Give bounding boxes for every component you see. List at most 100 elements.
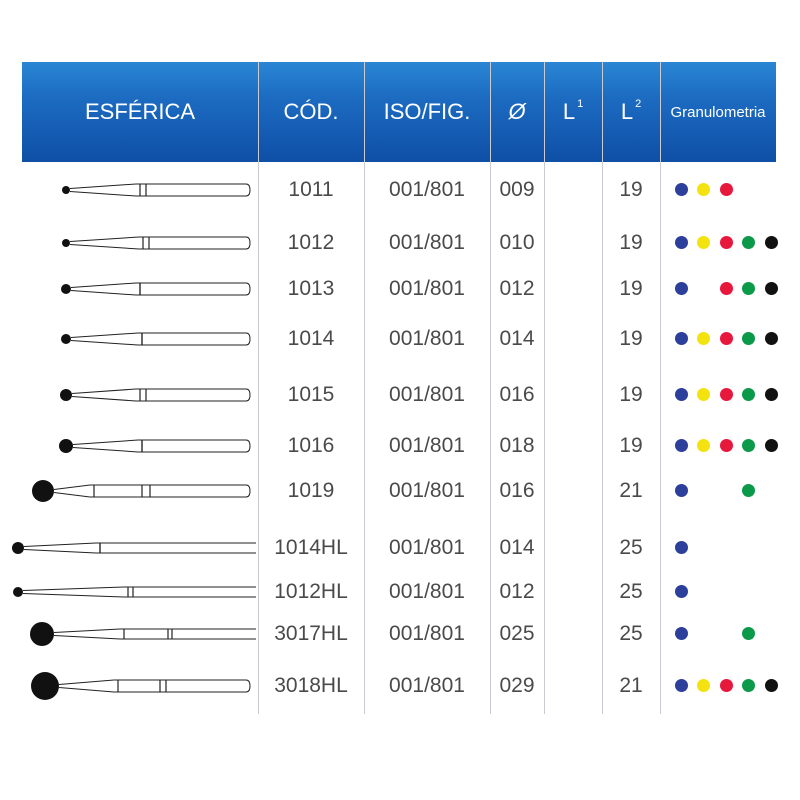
grain-dot-green	[742, 388, 755, 401]
bur-illustration	[62, 236, 251, 250]
cell-iso: 001/801	[389, 536, 465, 559]
table-row: 1019 001/801 016 21	[0, 471, 800, 511]
bur-illustration	[62, 183, 251, 197]
bur-illustration	[59, 439, 251, 453]
grain-dot-red	[720, 388, 733, 401]
bur-illustration	[60, 388, 251, 402]
table-row: 3017HL 001/801 025 25	[0, 614, 800, 654]
cell-iso: 001/801	[389, 479, 465, 502]
bur-neck	[69, 236, 140, 250]
bur-neck	[69, 183, 137, 197]
bur-neck	[53, 484, 91, 498]
cell-diameter: 025	[499, 622, 535, 645]
table-row: 1012 001/801 010 19	[0, 223, 800, 263]
grain-dot-blue	[675, 183, 688, 196]
bur-head	[61, 334, 71, 344]
cell-diameter: 014	[499, 536, 535, 559]
bur-head	[60, 389, 72, 401]
grain-dots	[660, 528, 780, 568]
bur-neck	[70, 282, 137, 296]
bur-shank	[136, 183, 251, 197]
grain-dot-red	[720, 439, 733, 452]
bur-neck	[70, 332, 139, 346]
grain-dots	[660, 375, 780, 415]
grain-dot-green	[742, 484, 755, 497]
table-row: 1014 001/801 014 19	[0, 319, 800, 359]
cell-l2: 21	[619, 479, 643, 502]
bur-illustration	[30, 622, 256, 646]
grain-dot-green	[742, 332, 755, 345]
header-grain: Granulometria	[670, 103, 766, 121]
grain-dot-yellow	[697, 183, 710, 196]
grain-dot-red	[720, 679, 733, 692]
cell-iso: 001/801	[389, 383, 465, 406]
cell-diameter: 012	[499, 580, 535, 603]
cell-code: 1012HL	[274, 580, 348, 603]
column-divider	[602, 62, 603, 714]
grain-dot-red	[720, 332, 733, 345]
table-header	[22, 62, 776, 162]
column-divider	[544, 62, 545, 714]
grain-dot-blue	[675, 585, 688, 598]
bur-shank	[124, 586, 256, 598]
cell-l2: 19	[619, 327, 643, 350]
grain-dot-green	[742, 679, 755, 692]
table-row: 1012HL 001/801 012 25	[0, 572, 800, 612]
cell-iso: 001/801	[389, 327, 465, 350]
grain-dots	[660, 614, 780, 654]
cell-l2: 25	[619, 622, 643, 645]
grain-dot-black	[765, 388, 778, 401]
cell-l2: 25	[619, 580, 643, 603]
cell-code: 1013	[287, 277, 335, 300]
grain-dot-black	[765, 332, 778, 345]
bur-head	[62, 186, 70, 194]
cell-l1	[544, 319, 602, 359]
cell-l2: 19	[619, 178, 643, 201]
grain-dots	[660, 223, 780, 263]
grain-dots	[660, 572, 780, 612]
bur-head	[61, 284, 71, 294]
grain-dot-black	[765, 282, 778, 295]
grain-dot-yellow	[697, 439, 710, 452]
grain-dot-blue	[675, 282, 688, 295]
grain-dot-black	[765, 439, 778, 452]
cell-diameter: 014	[499, 327, 535, 350]
bur-head	[32, 480, 54, 502]
cell-code: 3018HL	[274, 674, 348, 697]
table-row: 1014HL 001/801 014 25	[0, 528, 800, 568]
bur-head	[13, 587, 23, 597]
header-shape: ESFÉRICA	[84, 99, 196, 124]
grain-dot-yellow	[697, 332, 710, 345]
cell-iso: 001/801	[389, 277, 465, 300]
grain-dots	[660, 666, 780, 706]
table-row: 1015 001/801 016 19	[0, 375, 800, 415]
bur-shank	[90, 484, 251, 498]
cell-l1	[544, 223, 602, 263]
cell-code: 1019	[287, 479, 335, 502]
bur-shank	[136, 388, 251, 402]
cell-code: 1014HL	[274, 536, 348, 559]
cell-code: 1011	[288, 178, 334, 201]
cell-l1	[544, 572, 602, 612]
bur-shank	[138, 332, 251, 346]
cell-iso: 001/801	[389, 178, 465, 201]
grain-dot-black	[765, 679, 778, 692]
cell-l1	[544, 426, 602, 466]
grain-dot-green	[742, 627, 755, 640]
cell-l1	[544, 471, 602, 511]
table-row: 1016 001/801 018 19	[0, 426, 800, 466]
cell-l1	[544, 375, 602, 415]
cell-code: 1012	[287, 231, 335, 254]
cell-diameter: 010	[499, 231, 535, 254]
cell-l1	[544, 170, 602, 210]
bur-illustration	[61, 282, 251, 296]
bur-shank	[136, 282, 251, 296]
cell-l2: 19	[619, 231, 643, 254]
bur-illustration	[12, 542, 256, 554]
cell-code: 1014	[287, 327, 335, 350]
bur-shank	[114, 679, 251, 693]
bur-shank	[96, 542, 256, 554]
bur-head	[30, 622, 54, 646]
